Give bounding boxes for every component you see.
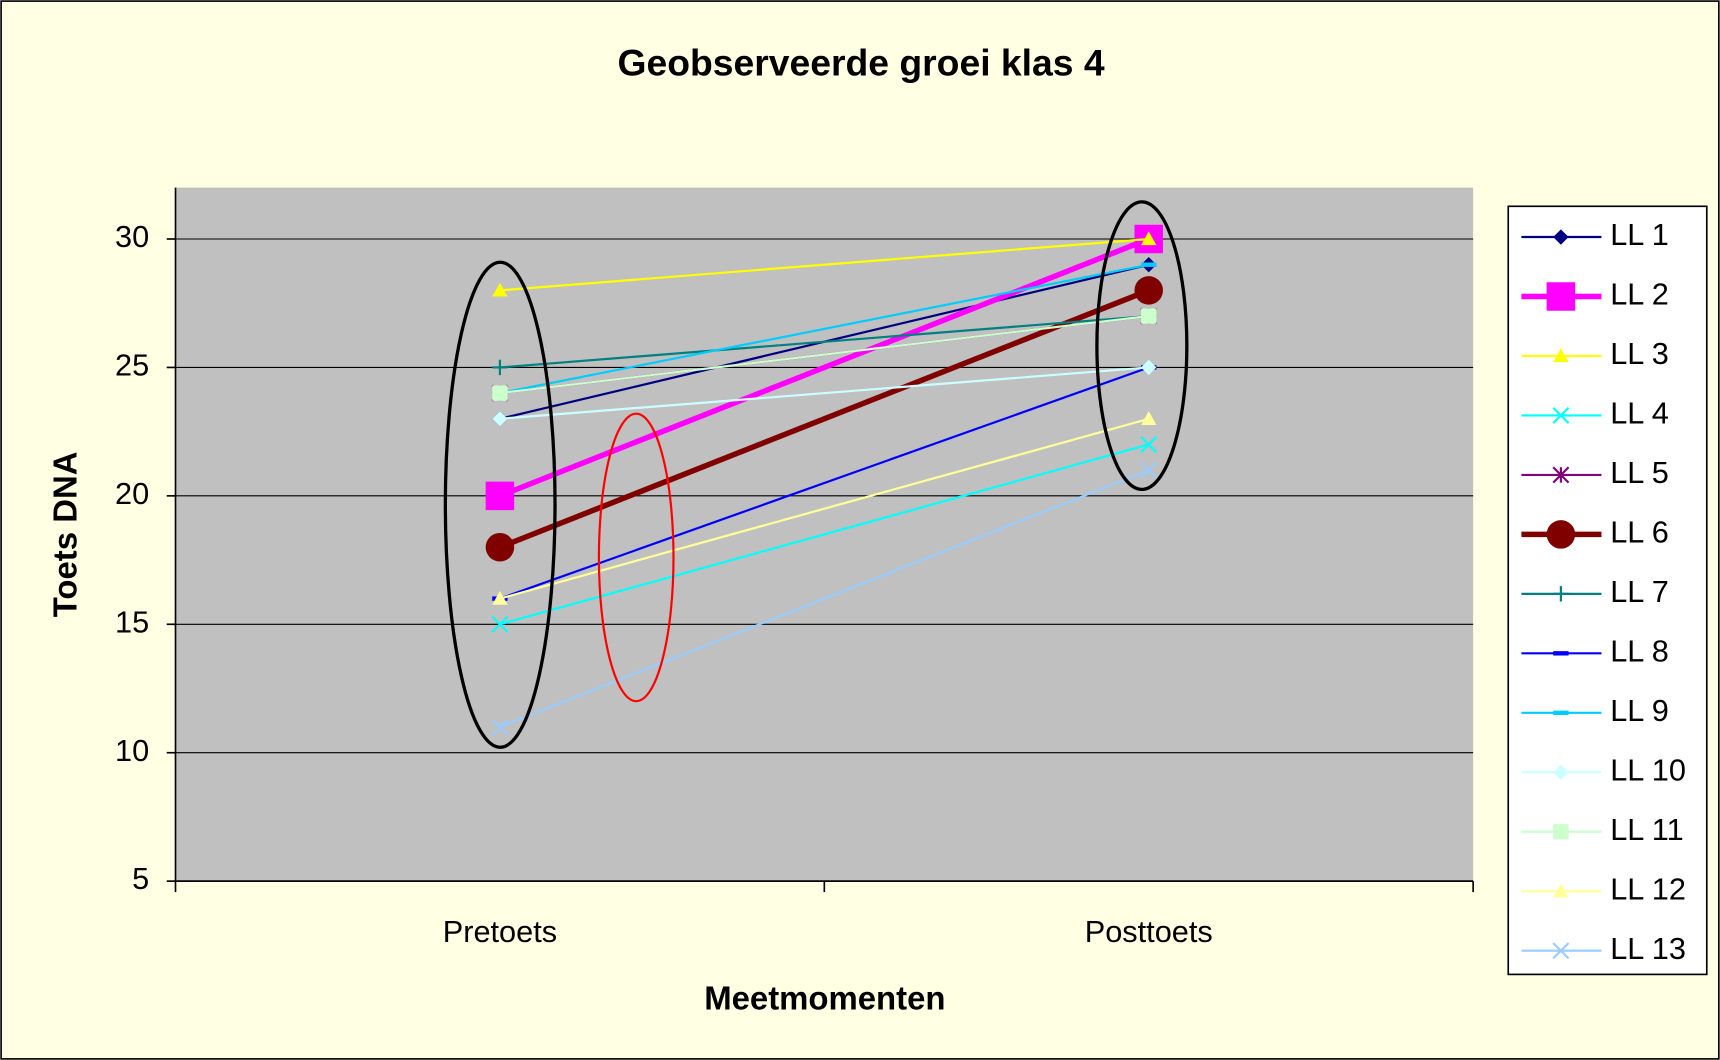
legend-label: LL 9 [1610,693,1669,728]
annotation-ellipse [443,260,557,749]
legend-label: LL 2 [1610,277,1669,312]
marker [1546,282,1576,311]
marker [492,385,508,401]
y-tick-label: 20 [115,476,149,511]
annotation-ellipse [597,412,675,703]
y-tick-label: 30 [115,219,149,254]
marker [1546,520,1576,549]
grid [166,187,1474,893]
series-line [499,314,1149,395]
marker [492,590,508,605]
legend-label: LL 5 [1610,455,1669,490]
legend-label: LL 12 [1610,871,1686,906]
x-tick-label: Posttoets [1085,914,1213,949]
y-tick-label: 15 [115,604,149,639]
marker [1553,229,1569,245]
marker [1553,883,1569,898]
marker [1553,764,1569,780]
legend-label: LL 11 [1610,812,1683,847]
legend-label: LL 10 [1610,752,1686,787]
y-tick-label: 25 [115,348,149,383]
series-line [499,443,1150,626]
series-line [499,417,1150,600]
series-line [498,236,1150,499]
marker [491,718,509,736]
x-tick-label: Pretoets [443,914,557,949]
legend-entries: LL 1 LL 2 LL 3 LL 4 LL 5 LL 6 LL 7 LL 8 LL 9 LL 1… [1521,217,1686,966]
marker [1141,231,1157,246]
x-axis-title: Meetmomenten [704,979,945,1016]
y-tick-label: 5 [132,861,149,896]
series-line [499,314,1149,369]
legend-label: LL 1 [1610,217,1669,252]
marker [492,282,508,297]
legend-label: LL 6 [1610,514,1669,549]
series-line [498,287,1150,550]
marker [1552,406,1570,424]
legend-label: LL 3 [1610,336,1669,371]
y-tick-label: 10 [115,733,149,768]
marker [1140,461,1158,479]
marker [1140,436,1158,453]
series-layer [485,224,1163,736]
series-line [499,366,1150,600]
marker [492,359,508,376]
legend-label: LL 8 [1610,633,1669,668]
marker [491,615,509,633]
series-line [499,469,1150,729]
marker [485,532,515,562]
marker [1553,348,1569,363]
marker [1552,942,1570,960]
annotation-ellipse [1095,200,1189,492]
legend-label: LL 4 [1610,396,1669,431]
marker [1141,359,1157,376]
marker [1141,308,1157,324]
y-axis-title: Toets DNA [47,451,84,617]
legend-label: LL 13 [1610,931,1686,966]
marker [485,481,515,511]
series-line [499,263,1149,395]
marker [1134,276,1163,305]
chart-title: Geobserveerde groei klas 4 [618,42,1105,84]
marker [1553,824,1569,840]
series-line [499,366,1149,420]
marker [1141,411,1157,425]
legend [1507,205,1708,976]
series-line [499,237,1149,292]
marker [1552,466,1570,484]
marker [1553,586,1569,602]
legend-label: LL 7 [1610,574,1669,609]
